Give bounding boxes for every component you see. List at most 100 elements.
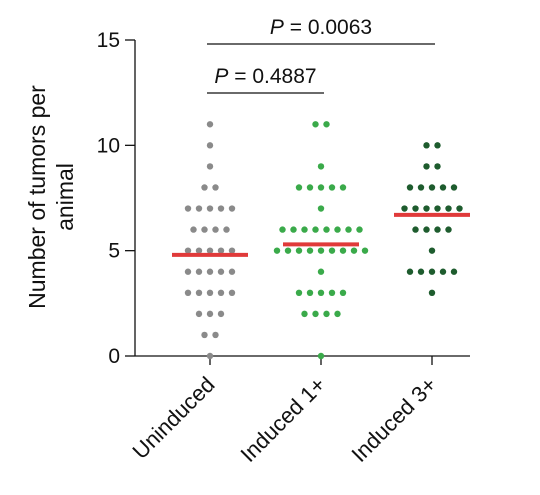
data-point	[195, 268, 203, 275]
data-point	[428, 289, 436, 296]
y-axis-label-line: animal	[52, 163, 78, 231]
data-point	[439, 184, 447, 191]
data-point	[339, 247, 347, 254]
data-point	[273, 247, 281, 254]
data-point	[423, 205, 430, 212]
data-point	[217, 247, 225, 254]
x-axis: Uninduced Induced 1+ Induced 3+	[127, 355, 470, 467]
data-point	[312, 226, 319, 233]
data-point	[184, 268, 192, 275]
data-points	[184, 121, 463, 360]
x-tick-label: Uninduced	[127, 372, 219, 464]
data-point	[339, 289, 347, 296]
data-point	[212, 184, 219, 191]
data-point	[195, 310, 203, 318]
data-point	[434, 163, 441, 170]
data-point	[217, 310, 225, 318]
data-point	[350, 247, 358, 254]
data-point	[434, 226, 441, 233]
y-tick-label: 5	[108, 240, 120, 263]
data-point	[361, 247, 369, 254]
data-point	[217, 289, 225, 296]
data-point	[345, 226, 352, 233]
data-point	[317, 289, 325, 296]
data-point	[206, 142, 214, 149]
data-point	[445, 226, 452, 233]
data-point	[417, 268, 425, 275]
data-point	[323, 226, 330, 233]
data-point	[428, 184, 436, 191]
data-point	[423, 226, 430, 233]
data-point	[328, 184, 336, 191]
data-point	[301, 310, 308, 318]
data-point	[317, 352, 325, 360]
p-symbol: P	[214, 65, 228, 88]
p-value-label: P = 0.0063	[270, 16, 372, 39]
data-point	[206, 352, 214, 360]
data-point	[428, 247, 436, 254]
data-point	[217, 205, 225, 212]
data-point	[423, 163, 430, 170]
data-point	[317, 268, 325, 275]
data-point	[284, 247, 292, 254]
data-point	[439, 268, 447, 275]
data-point	[206, 289, 214, 296]
data-point	[295, 247, 303, 254]
data-point	[317, 247, 325, 254]
data-point	[184, 205, 192, 212]
x-tick-label: Induced 1+	[235, 372, 330, 467]
data-point	[401, 205, 408, 212]
data-point	[228, 247, 236, 254]
data-point	[356, 226, 363, 233]
p-value: = 0.0063	[284, 16, 372, 39]
data-point	[184, 289, 192, 296]
p-value: = 0.4887	[228, 65, 316, 88]
data-point	[295, 184, 303, 191]
data-point	[339, 184, 347, 191]
data-point	[434, 205, 441, 212]
data-point	[295, 289, 303, 296]
data-point	[206, 121, 214, 128]
data-point	[323, 310, 330, 318]
y-tick-label: 10	[97, 134, 120, 157]
data-point	[212, 226, 219, 233]
data-point	[450, 184, 458, 191]
data-point	[428, 268, 436, 275]
data-point	[195, 205, 203, 212]
data-point	[279, 226, 286, 233]
data-point	[301, 226, 308, 233]
data-point	[317, 184, 325, 191]
data-point	[317, 163, 325, 170]
data-point	[223, 226, 230, 233]
data-point	[312, 121, 319, 128]
data-point	[206, 205, 214, 212]
data-point	[334, 226, 341, 233]
data-point	[417, 184, 425, 191]
y-axis: 0 5 10 15	[97, 29, 136, 368]
data-point	[328, 247, 336, 254]
data-point	[406, 268, 414, 275]
data-point	[201, 184, 208, 191]
y-tick-label: 0	[108, 345, 120, 368]
data-point	[423, 142, 430, 149]
data-point	[195, 289, 203, 296]
data-point	[450, 268, 458, 275]
data-point	[201, 226, 208, 233]
data-point	[434, 142, 441, 149]
data-point	[206, 163, 214, 170]
y-tick-label: 15	[97, 29, 120, 52]
data-point	[206, 310, 214, 318]
data-point	[317, 205, 325, 212]
mean-lines	[172, 212, 470, 257]
data-point	[184, 247, 192, 254]
data-point	[195, 247, 203, 254]
data-point	[228, 289, 236, 296]
data-point	[212, 331, 219, 339]
data-point	[228, 268, 236, 275]
p-symbol: P	[270, 16, 284, 39]
data-point	[323, 121, 330, 128]
data-point	[306, 289, 314, 296]
data-point	[334, 310, 341, 318]
